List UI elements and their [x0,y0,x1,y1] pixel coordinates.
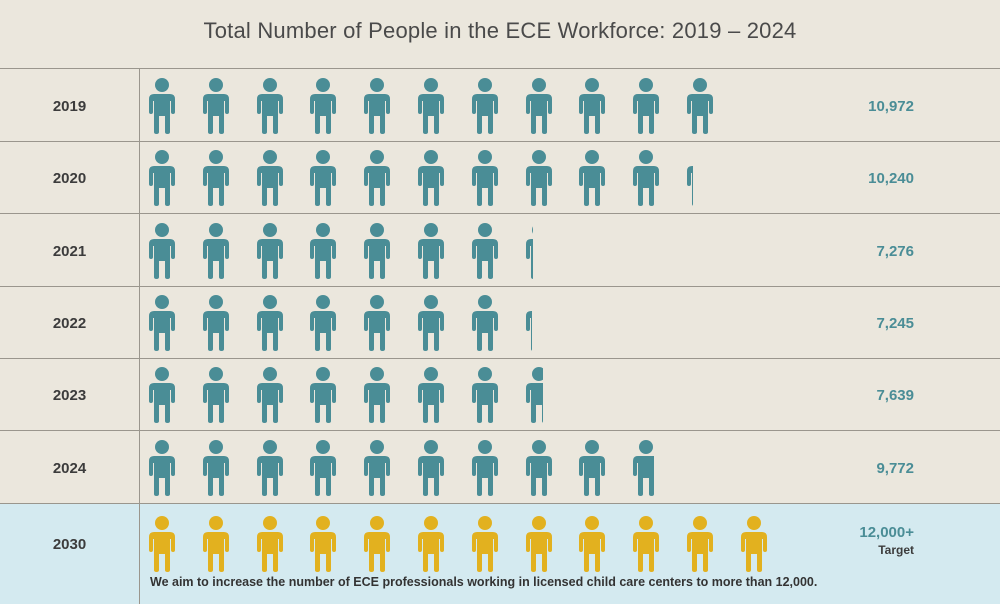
person-icon [471,295,499,355]
person-icon [632,150,660,210]
value-label: 10,972 [868,98,914,115]
person-icon [471,78,499,138]
target-row: 2030 12,000+ Target We aim to increase the … [0,504,1000,604]
person-icon [148,516,176,576]
year-label: 2023 [52,387,87,404]
person-icon [471,150,499,210]
person-icon [578,516,606,576]
year-label: 2021 [52,243,87,260]
person-icon [417,150,445,210]
person-icon [256,516,284,576]
year-label: 2019 [52,98,87,115]
person-icon [471,440,499,500]
person-icon [309,223,337,283]
person-icon [363,440,391,500]
person-icon [525,223,533,283]
person-icon [525,150,553,210]
target-sublabel: Target [878,543,914,557]
person-icon [202,440,230,500]
person-icon [471,516,499,576]
person-icon [309,516,337,576]
year-row: 2023 7,639 [0,359,1000,431]
person-icon [256,223,284,283]
person-icon [525,367,543,427]
person-icon [148,223,176,283]
person-icon [202,78,230,138]
person-icon [740,516,768,576]
person-icon [363,78,391,138]
person-icon [309,440,337,500]
person-icon [525,78,553,138]
person-icon [202,367,230,427]
target-note: We aim to increase the number of ECE pro… [150,575,818,589]
person-icon [309,367,337,427]
person-icon [471,223,499,283]
year-row: 2021 7,276 [0,214,1000,287]
person-icon [256,295,284,355]
person-icon [417,223,445,283]
person-icon [148,295,176,355]
year-label: 2024 [52,460,87,477]
person-icon [363,367,391,427]
person-icon [686,516,714,576]
year-row: 2024 9,772 [0,431,1000,504]
person-icon [202,223,230,283]
person-icon [309,78,337,138]
person-icon [417,516,445,576]
person-icon [256,367,284,427]
person-icon [417,78,445,138]
person-icon [632,440,654,500]
year-label: 2020 [52,170,87,187]
person-icon [578,150,606,210]
value-label: 7,276 [876,243,914,260]
year-row: 2020 10,240 [0,142,1000,214]
value-label: 12,000+ [859,524,914,541]
person-icon [417,295,445,355]
year-label: 2030 [52,536,87,553]
person-icon [148,440,176,500]
person-icon [578,440,606,500]
year-row: 2022 7,245 [0,287,1000,359]
person-icon [686,78,713,138]
person-icon [256,78,284,138]
year-label: 2022 [52,315,87,332]
person-icon [525,516,553,576]
person-icon [686,150,693,210]
person-icon [202,295,230,355]
value-label: 7,639 [876,387,914,404]
person-icon [525,295,532,355]
person-icon [363,295,391,355]
person-icon [309,150,337,210]
person-icon [578,78,606,138]
person-icon [148,367,176,427]
person-icon [256,150,284,210]
person-icon [363,223,391,283]
person-icon [309,295,337,355]
person-icon [632,78,660,138]
person-icon [525,440,553,500]
value-label: 7,245 [876,315,914,332]
person-icon [471,367,499,427]
person-icon [363,516,391,576]
person-icon [632,516,660,576]
value-label: 10,240 [868,170,914,187]
person-icon [417,367,445,427]
person-icon [363,150,391,210]
chart-title: Total Number of People in the ECE Workfo… [203,18,797,43]
person-icon [148,78,176,138]
value-label: 9,772 [876,460,914,477]
pictograph-chart: 2019 10,972 2020 10,240 2021 7,276 2022 7,245 20… [0,68,1000,604]
person-icon [417,440,445,500]
year-row: 2019 10,972 [0,69,1000,142]
column-divider [139,69,140,604]
person-icon [202,150,230,210]
person-icon [256,440,284,500]
person-icon [202,516,230,576]
person-icon [148,150,176,210]
